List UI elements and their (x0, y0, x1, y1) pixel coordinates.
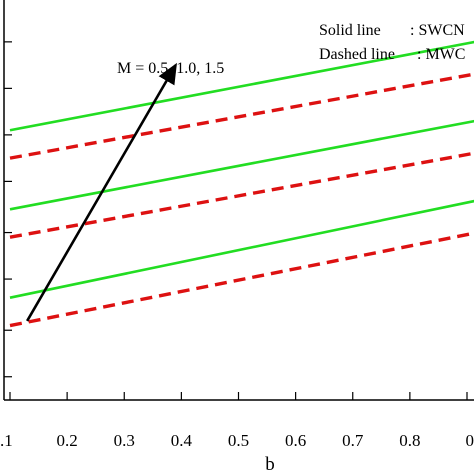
legend-dashed-label: Dashed line (319, 46, 395, 63)
x-tick-label: 0 (466, 431, 474, 450)
annotation-label: M = 0.5, 1.0, 1.5 (117, 60, 224, 77)
solid-series-line (9, 119, 474, 211)
x-tick-label: 0.7 (342, 431, 364, 450)
x-tick-label: 0.5 (228, 431, 249, 450)
x-axis-label: b (265, 454, 275, 474)
x-tick-label: 0.3 (114, 431, 135, 450)
x-tick-label: .1 (0, 431, 13, 450)
dashed-series-line (9, 72, 474, 160)
legend-solid-value: : SWCN (410, 22, 465, 39)
x-tick-label: 0.6 (285, 431, 306, 450)
plot-frame (3, 0, 474, 401)
legend-dashed-value: : MWC (417, 46, 465, 63)
x-tick-label: 0.8 (399, 431, 420, 450)
series-layer (9, 40, 474, 328)
x-axis-ticks: .1 0.2 0.3 0.4 0.5 0.6 0.7 0.8 0 (0, 392, 474, 450)
legend-solid-label: Solid line (319, 22, 381, 39)
x-tick-label: 0.2 (57, 431, 78, 450)
legend: Solid line : SWCN Dashed line : MWC (319, 22, 465, 63)
dashed-series-line (9, 151, 474, 239)
x-tick-label: 0.4 (171, 431, 193, 450)
solid-series-line (9, 40, 474, 132)
annotation: M = 0.5, 1.0, 1.5 (26, 60, 224, 322)
y-axis-ticks (4, 41, 12, 378)
solid-series-line (9, 199, 474, 299)
annotation-arrow (26, 62, 177, 322)
dashed-series-line (9, 231, 474, 328)
